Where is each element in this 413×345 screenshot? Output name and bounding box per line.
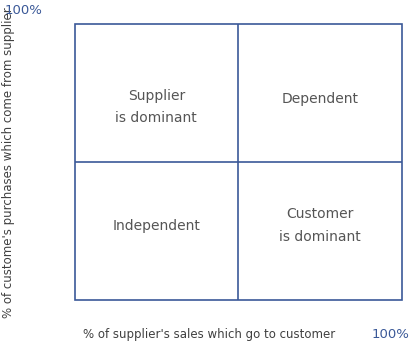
Text: Supplier
is dominant: Supplier is dominant [115,89,197,125]
Text: 100%: 100% [4,4,42,17]
Text: Independent: Independent [112,219,200,233]
Text: 100%: 100% [371,328,409,341]
Text: Dependent: Dependent [281,92,357,106]
Text: % of supplier's sales which go to customer: % of supplier's sales which go to custom… [83,328,334,341]
Text: % of custome's purchases which come from supplier: % of custome's purchases which come from… [2,7,15,317]
Text: Customer
is dominant: Customer is dominant [278,207,360,244]
